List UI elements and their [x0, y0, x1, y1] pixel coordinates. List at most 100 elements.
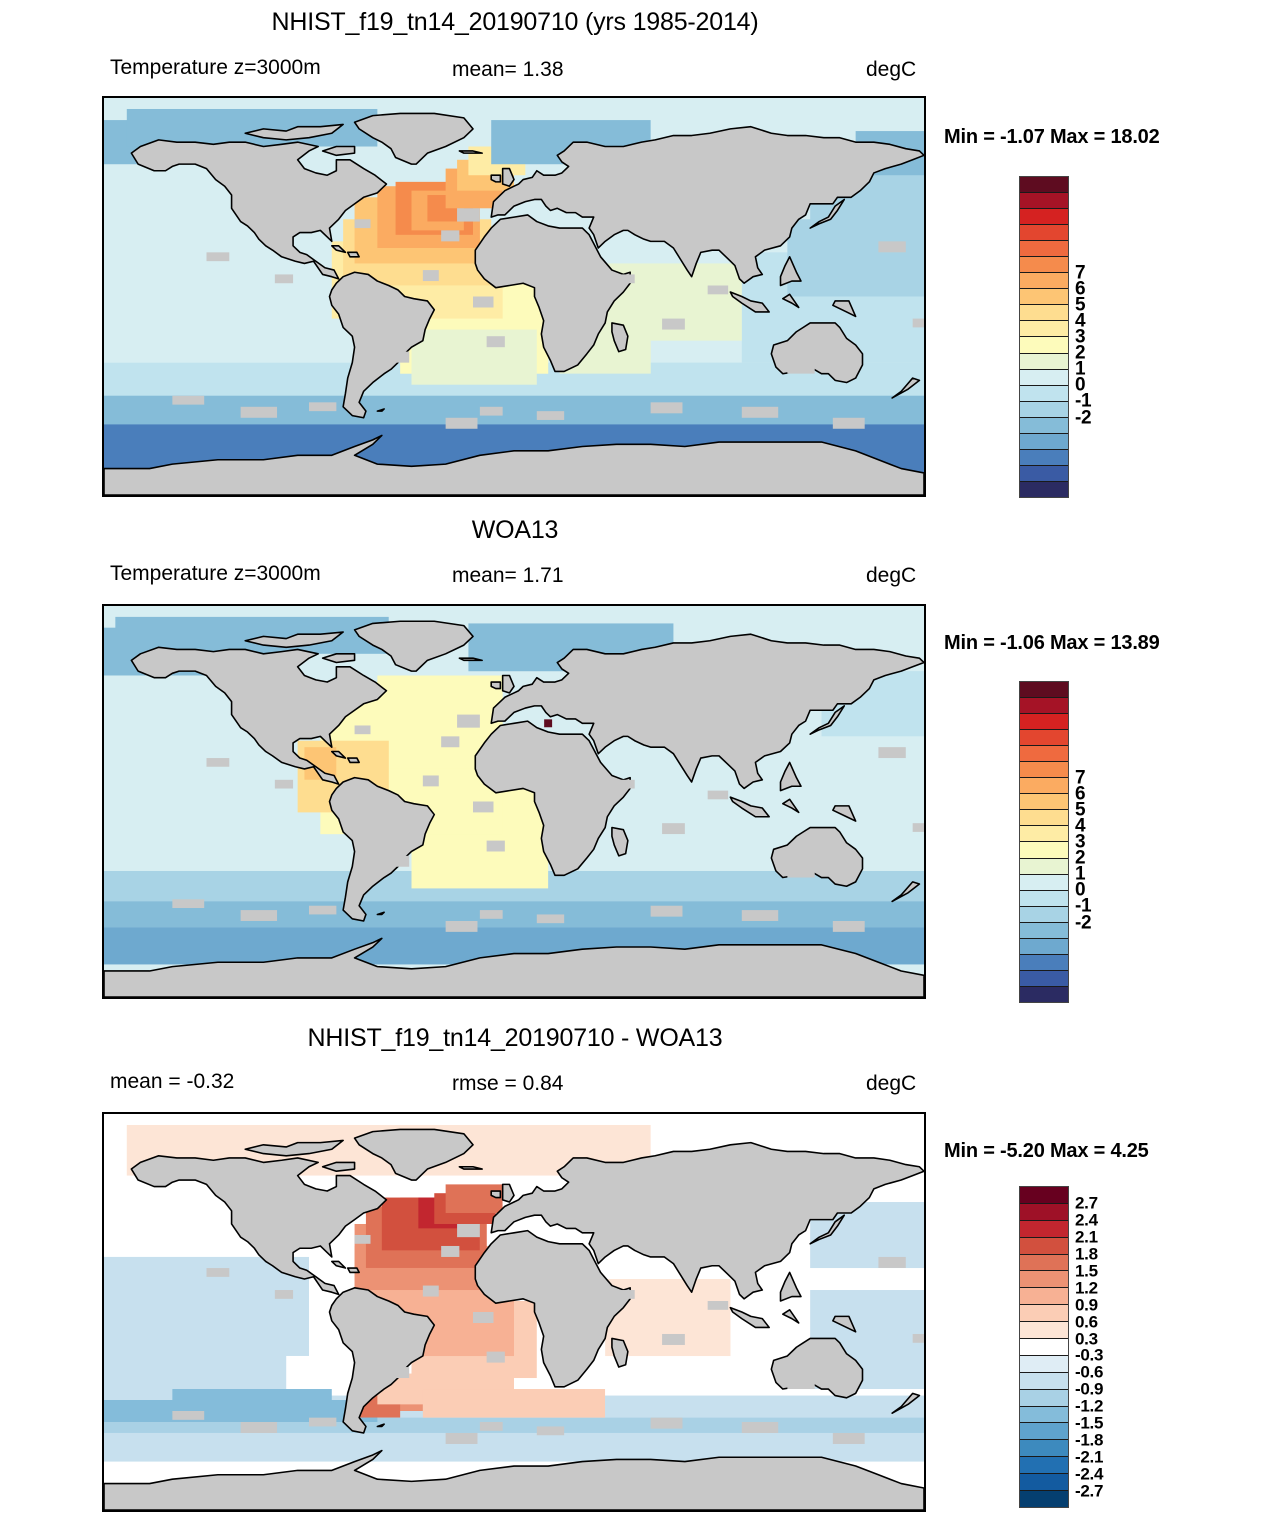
- colorbar-swatch: [1020, 778, 1068, 795]
- colorbar-swatch: [1020, 289, 1068, 306]
- panel-model-subtitle-mean: mean= 1.38: [452, 58, 564, 81]
- panel-difference-subtitle-units: degC: [866, 1072, 917, 1095]
- panel-difference-subtitle-rmse: rmse = 0.84: [452, 1072, 564, 1095]
- colorbar-swatch: [1020, 730, 1068, 747]
- colorbar-swatch: [1020, 465, 1068, 482]
- colorbar-tick-label: 7: [1075, 262, 1086, 284]
- colorbar-swatch: [1020, 225, 1068, 242]
- colorbar-swatch: [1020, 1271, 1068, 1289]
- colorbar-swatch: [1020, 874, 1068, 891]
- panel-model-title: NHIST_f19_tn14_20190710 (yrs 1985-2014): [271, 8, 759, 36]
- colorbar-tick-label: 2: [1075, 847, 1086, 869]
- colorbar-swatch: [1020, 906, 1068, 923]
- colorbar-tick-label: -2: [1075, 407, 1092, 428]
- colorbar-swatch: [1020, 1203, 1068, 1221]
- panel-model-subtitle-units: degC: [866, 58, 917, 81]
- panel-obs-subtitle-left: Temperature z=3000m: [110, 562, 321, 585]
- colorbar-swatch: [1020, 746, 1068, 763]
- colorbar-tick-label: -1.8: [1075, 1430, 1104, 1450]
- panel-model-minmax: Min = -1.07 Max = 18.02: [944, 126, 1160, 148]
- colorbar-swatch: [1020, 1305, 1068, 1323]
- colorbar-swatch: [1020, 449, 1068, 466]
- colorbar-difference-labels: 2.7 2.4 2.1 1.8 1.5 1.2 0.9 0.6 0.3 -0.3 -0.6 -0.9-…: [1075, 1186, 1165, 1506]
- colorbar-swatch: [1020, 1322, 1068, 1340]
- colorbar-obs: [1019, 681, 1069, 1003]
- colorbar-tick-label: 3: [1075, 326, 1086, 348]
- colorbar-tick-label: 1: [1075, 358, 1086, 380]
- colorbar-tick-label: -0.6: [1075, 1362, 1104, 1382]
- colorbar-swatch: [1020, 938, 1068, 955]
- colorbar-swatch: [1020, 1406, 1068, 1424]
- colorbar-tick-label: 6: [1075, 278, 1086, 300]
- panel-obs-subtitle-mean: mean= 1.71: [452, 564, 564, 587]
- colorbar-tick-label: -2.4: [1075, 1464, 1104, 1484]
- colorbar-tick-label: 1.2: [1075, 1278, 1098, 1298]
- colorbar-swatch: [1020, 714, 1068, 731]
- colorbar-tick-label: 2.1: [1075, 1227, 1098, 1247]
- colorbar-tick-label: 1.8: [1075, 1244, 1098, 1264]
- colorbar-swatch: [1020, 1288, 1068, 1306]
- colorbar-tick-label: -1.2: [1075, 1396, 1104, 1416]
- colorbar-swatch: [1020, 1339, 1068, 1356]
- colorbar-tick-label: 7: [1075, 767, 1086, 789]
- colorbar-swatch: [1020, 986, 1068, 1002]
- colorbar-swatch: [1020, 1491, 1068, 1507]
- colorbar-tick-label: -2: [1075, 912, 1092, 933]
- colorbar-swatch: [1020, 273, 1068, 290]
- panel-difference-title: NHIST_f19_tn14_20190710 - WOA13: [307, 1024, 723, 1052]
- colorbar-swatch: [1020, 177, 1068, 194]
- colorbar-tick-label: 4: [1075, 815, 1086, 837]
- map-difference[interactable]: [102, 1112, 926, 1512]
- colorbar-swatch: [1020, 922, 1068, 939]
- colorbar-swatch: [1020, 385, 1068, 402]
- map-model[interactable]: [102, 96, 926, 497]
- colorbar-tick-label: -1: [1075, 390, 1092, 412]
- colorbar-swatch: [1020, 1254, 1068, 1272]
- colorbar-tick-label: 6: [1075, 783, 1086, 805]
- colorbar-tick-label: 2.7: [1075, 1193, 1098, 1213]
- colorbar-tick-label: 2: [1075, 342, 1086, 364]
- colorbar-tick-label: -0.9: [1075, 1379, 1104, 1399]
- colorbar-tick-label: 1: [1075, 863, 1086, 885]
- colorbar-tick-label: 2.4: [1075, 1210, 1098, 1230]
- colorbar-swatch: [1020, 890, 1068, 907]
- colorbar-tick-label: -1.5: [1075, 1413, 1104, 1433]
- colorbar-difference: [1019, 1186, 1069, 1508]
- colorbar-swatch: [1020, 417, 1068, 434]
- colorbar-swatch: [1020, 369, 1068, 386]
- colorbar-tick-label: 0.3: [1075, 1329, 1098, 1349]
- colorbar-swatch: [1020, 954, 1068, 971]
- colorbar-swatch: [1020, 1389, 1068, 1407]
- colorbar-swatch: [1020, 842, 1068, 859]
- colorbar-swatch: [1020, 858, 1068, 875]
- colorbar-tick-label: 5: [1075, 294, 1086, 316]
- colorbar-swatch: [1020, 257, 1068, 274]
- colorbar-swatch: [1020, 241, 1068, 258]
- colorbar-swatch: [1020, 1355, 1068, 1373]
- colorbar-swatch: [1020, 305, 1068, 322]
- colorbar-obs-labels: 7 6 5 4 3 2 1 0 -1 -2: [1075, 681, 1165, 1001]
- map-obs[interactable]: [102, 604, 926, 999]
- colorbar-swatch: [1020, 1372, 1068, 1390]
- colorbar-tick-label: 1.5: [1075, 1261, 1098, 1281]
- colorbar-tick-label: 0: [1075, 374, 1086, 396]
- colorbar-swatch: [1020, 1187, 1068, 1204]
- colorbar-swatch: [1020, 762, 1068, 779]
- colorbar-swatch: [1020, 1423, 1068, 1441]
- colorbar-swatch: [1020, 698, 1068, 715]
- colorbar-swatch: [1020, 970, 1068, 987]
- colorbar-swatch: [1020, 826, 1068, 843]
- colorbar-swatch: [1020, 209, 1068, 226]
- colorbar-tick-label: 0.6: [1075, 1312, 1098, 1332]
- colorbar-tick-label: -0.3: [1075, 1345, 1104, 1365]
- colorbar-swatch: [1020, 353, 1068, 370]
- colorbar-swatch: [1020, 682, 1068, 699]
- colorbar-swatch: [1020, 1220, 1068, 1238]
- colorbar-swatch: [1020, 1440, 1068, 1458]
- colorbar-swatch: [1020, 193, 1068, 210]
- colorbar-swatch: [1020, 337, 1068, 354]
- panel-obs-title: WOA13: [471, 516, 559, 544]
- panel-model-subtitle-left: Temperature z=3000m: [110, 56, 321, 79]
- colorbar-swatch: [1020, 1457, 1068, 1475]
- colorbar-swatch: [1020, 321, 1068, 338]
